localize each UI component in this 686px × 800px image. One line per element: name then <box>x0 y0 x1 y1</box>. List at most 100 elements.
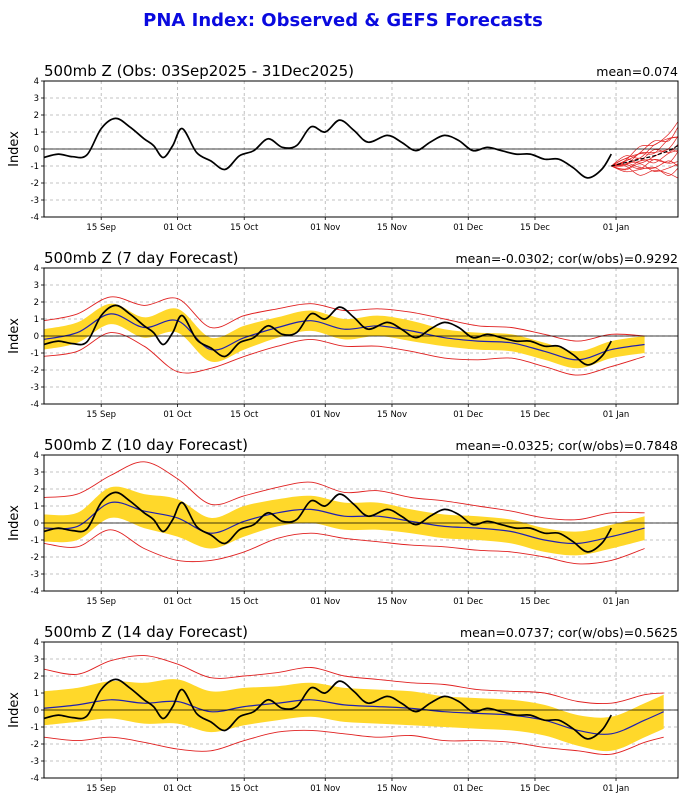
gefs-member-line <box>611 126 679 167</box>
y-tick-label: 4 <box>34 264 39 274</box>
y-tick-label: -4 <box>31 587 39 597</box>
y-tick-label: -4 <box>31 213 39 223</box>
x-tick-label: 01 Dec <box>453 784 483 794</box>
observed-line <box>43 117 613 179</box>
y-tick-label: -3 <box>31 757 39 767</box>
observed-line <box>43 678 613 740</box>
y-tick-label: 0 <box>34 519 39 529</box>
x-tick-label: 01 Nov <box>310 410 340 420</box>
x-tick-label: 01 Jan <box>603 597 630 607</box>
y-tick-label: -2 <box>31 366 39 376</box>
plot-frame <box>43 641 679 779</box>
x-tick-label: 15 Nov <box>377 223 407 233</box>
x-tick-label: 15 Nov <box>377 784 407 794</box>
y-axis-label: Index <box>7 505 22 541</box>
x-tick-label: 01 Jan <box>603 410 630 420</box>
panel-4: 500mb Z (14 day Forecast) mean=0.0737; co… <box>7 623 679 794</box>
x-tick-label: 01 Nov <box>310 223 340 233</box>
y-tick-label: 4 <box>34 638 39 648</box>
y-tick-label: -3 <box>31 570 39 580</box>
x-tick-label: 01 Dec <box>453 597 483 607</box>
y-tick-label: 4 <box>34 451 39 461</box>
x-tick-label: 01 Jan <box>603 223 630 233</box>
x-tick-label: 15 Dec <box>520 784 550 794</box>
x-tick-label: 15 Nov <box>377 410 407 420</box>
plot-frame <box>43 267 679 405</box>
x-tick-label: 15 Oct <box>230 784 259 794</box>
y-tick-label: -2 <box>31 740 39 750</box>
panel-stat: mean=-0.0302; cor(w/obs)=0.9292 <box>455 251 678 266</box>
y-tick-label: -4 <box>31 400 39 410</box>
y-tick-label: -2 <box>31 179 39 189</box>
y-tick-label: -4 <box>31 774 39 784</box>
upper-bound-line <box>43 655 664 705</box>
y-tick-label: 3 <box>34 468 39 478</box>
x-tick-label: 01 Jan <box>603 784 630 794</box>
x-tick-label: 01 Dec <box>453 410 483 420</box>
observed-line <box>43 491 613 553</box>
y-tick-label: 3 <box>34 94 39 104</box>
x-tick-label: 15 Dec <box>520 223 550 233</box>
gefs-member-line <box>611 151 679 170</box>
y-tick-label: 0 <box>34 706 39 716</box>
x-tick-label: 01 Oct <box>163 597 192 607</box>
gefs-member-line <box>611 137 679 167</box>
plot-frame <box>43 80 679 218</box>
y-tick-label: 4 <box>34 77 39 87</box>
y-axis-label: Index <box>7 318 22 354</box>
main-title: PNA Index: Observed & GEFS Forecasts <box>143 10 543 31</box>
x-tick-label: 01 Oct <box>163 223 192 233</box>
panel-title: 500mb Z (7 day Forecast) <box>44 249 238 267</box>
x-tick-label: 15 Oct <box>230 223 259 233</box>
panel-stat: mean=0.074 <box>596 64 678 79</box>
y-tick-label: 1 <box>34 315 39 325</box>
gefs-member-line <box>611 136 679 167</box>
y-tick-label: 1 <box>34 689 39 699</box>
panel-title: 500mb Z (Obs: 03Sep2025 - 31Dec2025) <box>44 62 354 80</box>
y-tick-label: 0 <box>34 145 39 155</box>
x-tick-label: 15 Nov <box>377 597 407 607</box>
x-tick-label: 15 Oct <box>230 597 259 607</box>
x-tick-label: 01 Oct <box>163 784 192 794</box>
y-axis-label: Index <box>7 692 22 728</box>
gefs-mean-line <box>611 145 679 167</box>
upper-bound-line <box>43 296 645 342</box>
lower-bound-line <box>43 332 645 376</box>
lower-bound-line <box>43 529 645 565</box>
x-tick-label: 01 Nov <box>310 784 340 794</box>
lower-bound-line <box>43 729 664 755</box>
y-tick-label: 2 <box>34 672 39 682</box>
x-tick-label: 15 Oct <box>230 410 259 420</box>
x-tick-label: 15 Dec <box>520 597 550 607</box>
plot-frame <box>43 454 679 592</box>
panel-title: 500mb Z (14 day Forecast) <box>44 623 248 641</box>
x-tick-label: 15 Sep <box>86 410 116 420</box>
y-tick-label: 2 <box>34 485 39 495</box>
gefs-member-line <box>611 163 679 172</box>
x-tick-label: 15 Sep <box>86 597 116 607</box>
y-tick-label: 2 <box>34 298 39 308</box>
y-tick-label: -1 <box>31 723 39 733</box>
y-tick-label: 0 <box>34 332 39 342</box>
y-tick-label: 2 <box>34 111 39 121</box>
y-tick-label: 3 <box>34 655 39 665</box>
panel-stat: mean=-0.0325; cor(w/obs)=0.7848 <box>455 438 678 453</box>
y-axis-label: Index <box>7 131 22 167</box>
panel-stat: mean=0.0737; cor(w/obs)=0.5625 <box>460 625 678 640</box>
y-tick-label: 1 <box>34 128 39 138</box>
spread-band <box>44 486 645 556</box>
y-tick-label: -1 <box>31 162 39 172</box>
gefs-member-line <box>611 121 679 167</box>
x-tick-label: 01 Dec <box>453 223 483 233</box>
x-tick-label: 15 Sep <box>86 784 116 794</box>
observed-line <box>43 304 613 366</box>
y-tick-label: 1 <box>34 502 39 512</box>
y-tick-label: -3 <box>31 383 39 393</box>
panel-3: 500mb Z (10 day Forecast) mean=-0.0325; c… <box>7 436 679 607</box>
y-tick-label: -1 <box>31 349 39 359</box>
x-tick-label: 15 Dec <box>520 410 550 420</box>
panel-1: 500mb Z (Obs: 03Sep2025 - 31Dec2025) mean… <box>7 62 679 233</box>
upper-bound-line <box>43 461 645 521</box>
ensemble-mean-line <box>43 313 645 361</box>
